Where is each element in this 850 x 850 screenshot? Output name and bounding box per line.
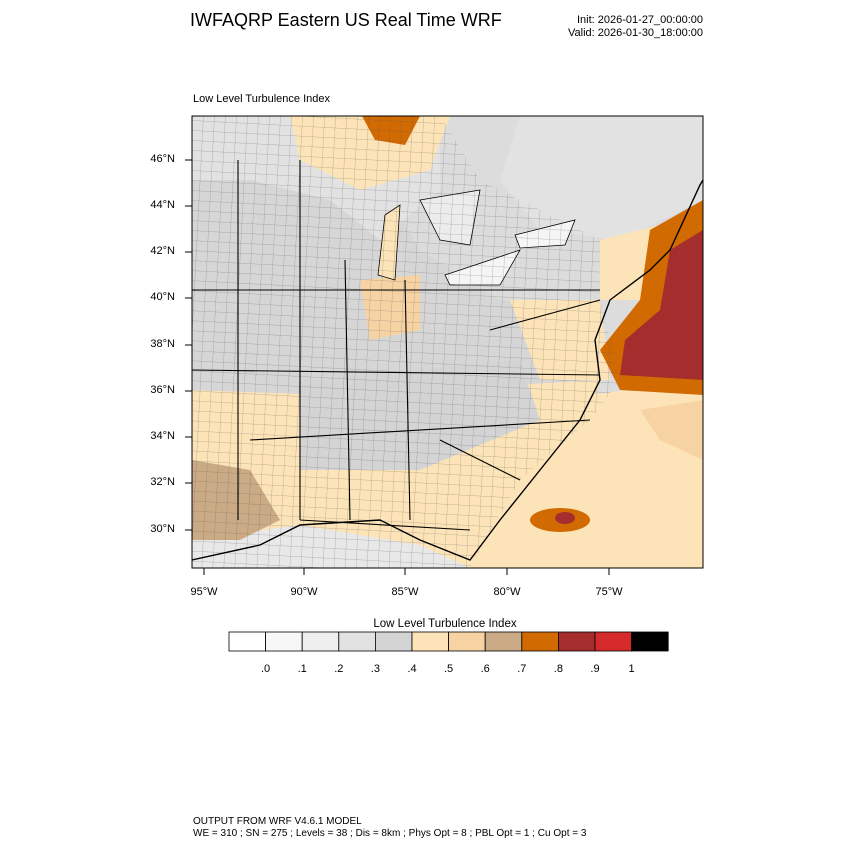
lon-label: 75°W bbox=[595, 586, 623, 598]
colorbar-swatch bbox=[301, 631, 340, 652]
colorbar-tick-label: .8 bbox=[553, 663, 563, 675]
colorbar-swatch bbox=[265, 631, 303, 652]
colorbar-tick-label: .4 bbox=[407, 663, 417, 675]
state-boundaries bbox=[192, 160, 601, 531]
footer-config: WE = 310 ; SN = 275 ; Levels = 38 ; Dis … bbox=[193, 828, 587, 839]
colorbar-tick-label: .6 bbox=[480, 663, 490, 675]
map-subtitle: Low Level Turbulence Index bbox=[193, 93, 330, 105]
colorbar-tick-label: .0 bbox=[261, 663, 271, 675]
colorbar-swatch bbox=[631, 631, 669, 652]
colorbar-swatch bbox=[374, 631, 413, 652]
northeast-field bbox=[500, 116, 703, 240]
lat-label: 34°N bbox=[150, 430, 175, 442]
colorbar-tick-label: .2 bbox=[334, 663, 344, 675]
lat-label: 36°N bbox=[150, 384, 175, 396]
lon-label: 80°W bbox=[493, 586, 521, 598]
colorbar-swatch bbox=[594, 631, 632, 652]
colorbar-tick-label: 1 bbox=[628, 663, 635, 675]
lat-label: 46°N bbox=[150, 153, 175, 165]
atlantic-field bbox=[470, 380, 703, 568]
colorbar-swatch bbox=[484, 631, 523, 652]
lat-label: 32°N bbox=[150, 476, 175, 488]
lat-label: 30°N bbox=[150, 523, 175, 535]
lat-label: 44°N bbox=[150, 199, 175, 211]
lat-label: 40°N bbox=[150, 291, 175, 303]
colorbar-swatch bbox=[558, 631, 596, 652]
chart-title: IWFAQRP Eastern US Real Time WRF bbox=[190, 10, 502, 30]
footer-model: OUTPUT FROM WRF V4.6.1 MODEL bbox=[193, 816, 362, 827]
map-frame bbox=[191, 115, 704, 569]
colorbar-swatch bbox=[338, 631, 376, 652]
lon-label: 85°W bbox=[391, 586, 419, 598]
axis-ticks bbox=[185, 159, 610, 575]
colorbar-swatch bbox=[228, 631, 266, 652]
map-field bbox=[192, 116, 703, 568]
colorbar-tick-label: .9 bbox=[590, 663, 600, 675]
lon-label: 90°W bbox=[290, 586, 318, 598]
colorbar-swatch bbox=[521, 631, 559, 652]
colorbar-swatch bbox=[448, 631, 486, 652]
colorbar-title: Low Level Turbulence Index bbox=[373, 618, 517, 630]
colorbar bbox=[228, 631, 669, 652]
colorbar-tick-label: .7 bbox=[517, 663, 527, 675]
atlantic-core bbox=[620, 230, 703, 380]
lon-label: 95°W bbox=[190, 586, 218, 598]
colorbar-tick-label: .5 bbox=[444, 663, 454, 675]
init-time: Init: 2026-01-27_00:00:00 bbox=[577, 14, 703, 26]
offshore-core bbox=[555, 512, 575, 524]
lat-label: 38°N bbox=[150, 338, 175, 350]
valid-time: Valid: 2026-01-30_18:00:00 bbox=[568, 27, 703, 39]
colorbar-tick-label: .1 bbox=[297, 663, 307, 675]
lat-label: 42°N bbox=[150, 245, 175, 257]
colorbar-swatch bbox=[411, 631, 449, 652]
colorbar-tick-label: .3 bbox=[370, 663, 380, 675]
atlantic-field-2 bbox=[640, 400, 703, 460]
coastline bbox=[192, 179, 703, 561]
